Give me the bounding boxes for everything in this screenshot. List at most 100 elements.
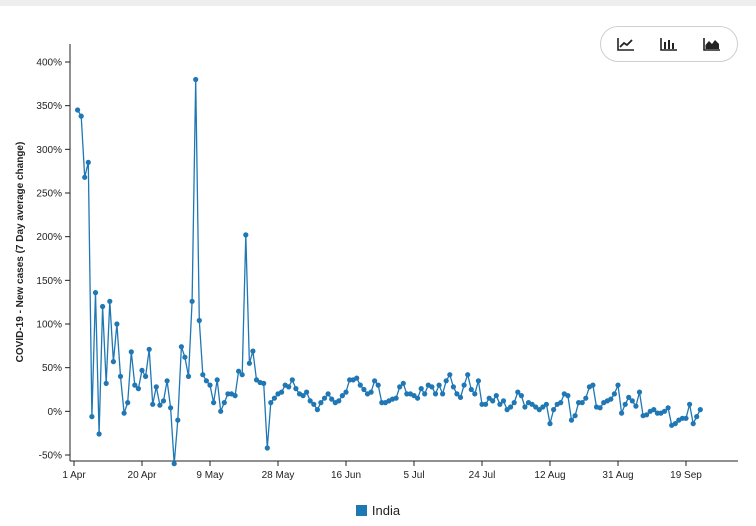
data-point[interactable] <box>232 393 238 399</box>
data-point[interactable] <box>590 382 596 388</box>
data-point[interactable] <box>629 398 635 404</box>
data-point[interactable] <box>239 372 245 378</box>
data-point[interactable] <box>160 398 167 404</box>
data-point[interactable] <box>651 407 657 413</box>
data-point[interactable] <box>279 389 285 395</box>
data-point[interactable] <box>661 408 668 414</box>
data-point[interactable] <box>143 373 149 379</box>
data-point[interactable] <box>518 393 525 399</box>
data-point[interactable] <box>511 400 517 406</box>
data-point[interactable] <box>436 382 442 388</box>
data-point[interactable] <box>75 107 81 113</box>
data-point[interactable] <box>347 377 353 383</box>
data-point[interactable] <box>500 398 507 404</box>
data-point[interactable] <box>565 393 571 399</box>
data-point[interactable] <box>457 394 464 400</box>
data-point[interactable] <box>182 354 188 360</box>
data-point[interactable] <box>157 402 163 408</box>
data-point[interactable] <box>411 393 417 399</box>
data-point[interactable] <box>372 378 378 384</box>
data-point[interactable] <box>608 396 614 402</box>
data-point[interactable] <box>321 395 328 401</box>
data-point[interactable] <box>150 401 156 407</box>
data-point[interactable] <box>250 348 256 354</box>
data-point[interactable] <box>307 398 313 404</box>
data-point[interactable] <box>468 386 474 393</box>
data-point[interactable] <box>343 389 349 395</box>
data-point[interactable] <box>146 346 152 352</box>
data-point[interactable] <box>611 391 618 397</box>
data-point[interactable] <box>121 410 127 416</box>
data-point[interactable] <box>78 113 84 119</box>
data-point[interactable] <box>185 373 192 379</box>
data-point[interactable] <box>440 391 446 397</box>
data-point[interactable] <box>107 298 113 304</box>
data-point[interactable] <box>339 393 345 399</box>
data-point[interactable] <box>196 317 202 324</box>
data-point[interactable] <box>203 378 209 384</box>
data-point[interactable] <box>400 380 406 386</box>
data-point[interactable] <box>540 404 546 410</box>
data-point[interactable] <box>236 368 242 374</box>
data-point[interactable] <box>490 398 496 404</box>
data-point[interactable] <box>454 391 460 397</box>
data-point[interactable] <box>128 349 134 355</box>
data-point[interactable] <box>665 405 671 411</box>
data-point[interactable] <box>214 377 220 383</box>
data-point[interactable] <box>314 407 320 413</box>
data-point[interactable] <box>211 400 217 406</box>
data-point[interactable] <box>153 384 159 390</box>
data-point[interactable] <box>475 378 481 384</box>
data-point[interactable] <box>132 382 138 388</box>
data-point[interactable] <box>483 401 489 407</box>
data-point[interactable] <box>110 359 116 365</box>
data-point[interactable] <box>193 76 199 83</box>
data-point[interactable] <box>583 395 589 401</box>
data-point[interactable] <box>636 389 643 395</box>
data-point[interactable] <box>368 389 374 395</box>
data-point[interactable] <box>304 389 310 395</box>
data-point[interactable] <box>697 407 703 413</box>
data-point[interactable] <box>626 394 632 400</box>
data-point[interactable] <box>404 391 410 397</box>
data-point[interactable] <box>117 373 124 379</box>
data-point[interactable] <box>268 400 274 406</box>
data-point[interactable] <box>221 400 227 406</box>
data-point[interactable] <box>92 290 99 296</box>
data-point[interactable] <box>336 398 342 404</box>
data-point[interactable] <box>289 377 295 383</box>
data-point[interactable] <box>393 395 399 401</box>
data-point[interactable] <box>443 378 449 384</box>
data-point[interactable] <box>246 360 252 366</box>
data-point[interactable] <box>82 174 88 180</box>
data-point[interactable] <box>139 367 145 373</box>
data-point[interactable] <box>261 380 267 386</box>
data-point[interactable] <box>253 377 260 383</box>
data-point[interactable] <box>619 410 625 416</box>
data-point[interactable] <box>522 404 528 410</box>
data-point[interactable] <box>493 393 499 399</box>
data-point[interactable] <box>497 401 503 407</box>
data-point[interactable] <box>293 386 299 392</box>
data-point[interactable] <box>175 417 181 423</box>
data-point[interactable] <box>311 401 317 407</box>
data-point[interactable] <box>533 404 539 410</box>
data-point[interactable] <box>318 400 324 406</box>
data-point[interactable] <box>325 391 331 397</box>
data-point[interactable] <box>694 414 700 420</box>
bar-chart-button[interactable] <box>649 29 689 59</box>
data-point[interactable] <box>103 380 109 386</box>
data-point[interactable] <box>579 400 585 406</box>
data-point[interactable] <box>300 393 306 399</box>
data-point[interactable] <box>418 386 424 392</box>
data-point[interactable] <box>429 384 435 390</box>
data-point[interactable] <box>100 303 106 310</box>
data-point[interactable] <box>687 401 693 407</box>
data-point[interactable] <box>96 431 102 437</box>
data-point[interactable] <box>472 391 478 397</box>
data-point[interactable] <box>361 386 367 393</box>
data-point[interactable] <box>597 405 603 411</box>
data-point[interactable] <box>486 395 492 401</box>
data-point[interactable] <box>207 382 213 388</box>
data-point[interactable] <box>543 401 550 407</box>
